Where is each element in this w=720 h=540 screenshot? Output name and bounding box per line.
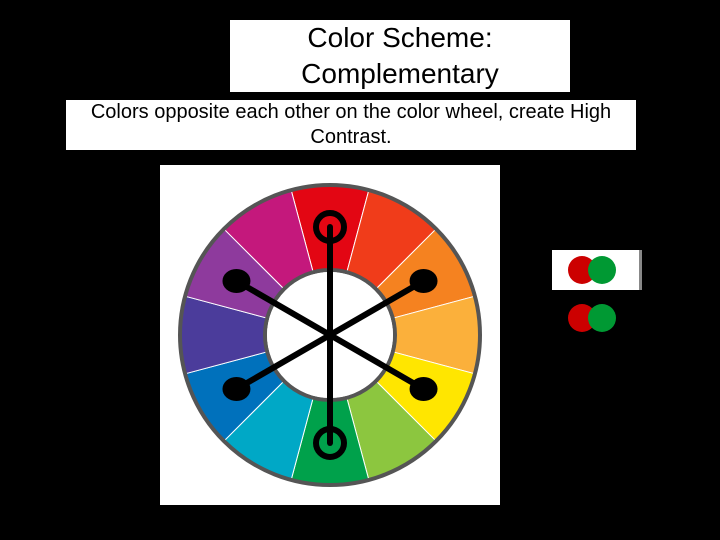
title-line-2: Complementary — [230, 56, 570, 92]
subtitle: Colors opposite each other on the color … — [66, 100, 636, 150]
color-wheel-panel — [160, 165, 500, 505]
complementary-swatch-box — [552, 250, 642, 290]
swatch-pair-on-white — [552, 250, 642, 290]
swatch-pair-on-black — [552, 298, 642, 338]
title-line-1: Color Scheme: — [230, 20, 570, 56]
complementary-swatch-on-black — [552, 298, 642, 338]
color-wheel — [160, 165, 500, 505]
